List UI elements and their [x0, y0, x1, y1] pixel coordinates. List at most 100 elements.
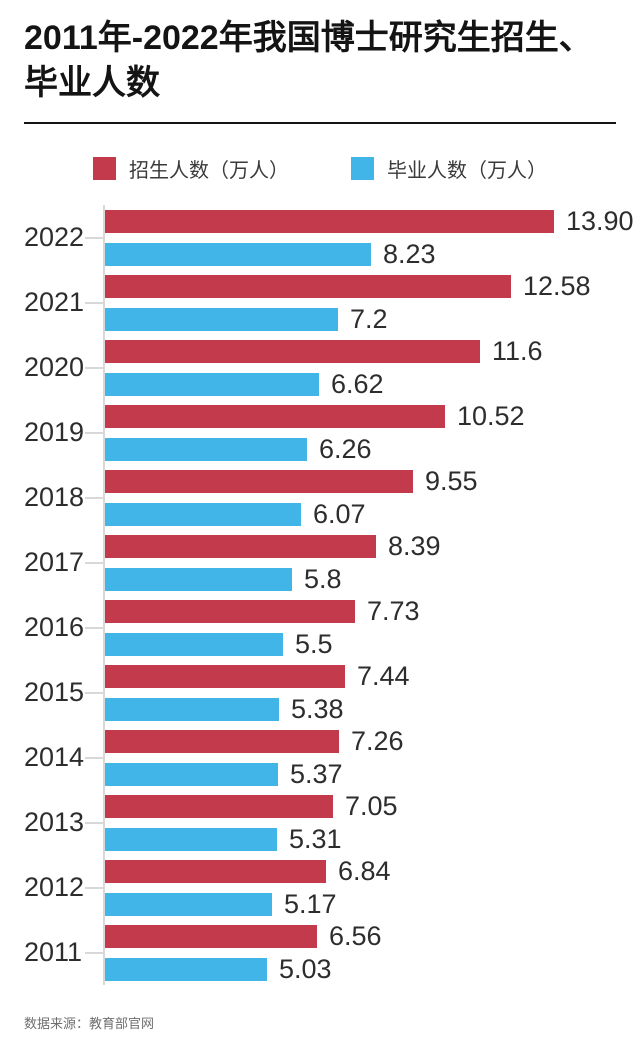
- enrollment-bar: [105, 339, 480, 363]
- enrollment-bar: [105, 664, 345, 688]
- legend-item-graduation: 毕业人数（万人）: [351, 154, 547, 183]
- year-axis-label: 2019: [24, 417, 85, 448]
- graduation-bar-line: 5.37: [105, 759, 640, 790]
- graduation-bar: [105, 307, 338, 331]
- chart-legend: 招生人数（万人） 毕业人数（万人）: [0, 154, 640, 183]
- graduation-bar-line: 5.5: [105, 629, 640, 660]
- bar-value-label: 5.38: [291, 693, 344, 724]
- bar-group: 7.44 5.38: [103, 660, 640, 726]
- title-divider: [24, 122, 616, 125]
- year-axis-label: 2017: [24, 547, 85, 578]
- chart-row-2016: 2016 7.73 5.5: [24, 595, 640, 661]
- bar-value-label: 8.39: [388, 530, 441, 561]
- chart-row-2015: 2015 7.44 5.38: [24, 660, 640, 726]
- graduation-bar-line: 5.31: [105, 824, 640, 855]
- graduation-bar: [105, 242, 371, 266]
- graduation-bar-line: 6.07: [105, 499, 640, 530]
- enrollment-bar-line: 6.56: [105, 921, 640, 952]
- bar-value-label: 5.31: [289, 823, 342, 854]
- enrollment-bar-line: 8.39: [105, 531, 640, 562]
- graduation-bar: [105, 827, 277, 851]
- graduation-color-swatch-icon: [351, 157, 374, 181]
- bar-group: 7.26 5.37: [103, 725, 640, 791]
- graduation-bar: [105, 567, 292, 591]
- bar-value-label: 12.58: [523, 270, 591, 301]
- graduation-bar: [105, 502, 301, 526]
- enrollment-bar: [105, 599, 355, 623]
- bar-value-label: 11.6: [492, 335, 543, 366]
- legend-item-enrollment: 招生人数（万人）: [93, 154, 289, 183]
- bar-group: 12.58 7.2: [103, 270, 640, 336]
- graduation-bar: [105, 372, 319, 396]
- bar-value-label: 5.03: [279, 953, 332, 984]
- bar-group: 13.90 8.23: [103, 205, 640, 271]
- axis-tick: [85, 366, 103, 369]
- bar-value-label: 10.52: [457, 400, 525, 431]
- bar-value-label: 13.90: [566, 205, 634, 236]
- bar-group: 7.05 5.31: [103, 790, 640, 856]
- enrollment-bar-line: 7.73: [105, 596, 640, 627]
- axis-tick: [85, 301, 103, 304]
- enrollment-bar: [105, 209, 554, 233]
- graduation-bar-line: 7.2: [105, 304, 640, 335]
- enrollment-bar: [105, 729, 339, 753]
- bar-group: 9.55 6.07: [103, 465, 640, 531]
- enrollment-bar-line: 7.26: [105, 726, 640, 757]
- chart-row-2020: 2020 11.6 6.62: [24, 335, 640, 401]
- bar-value-label: 7.73: [367, 595, 420, 626]
- enrollment-bar: [105, 794, 333, 818]
- axis-tick: [85, 496, 103, 499]
- bar-value-label: 6.26: [319, 433, 372, 464]
- chart-row-2022: 2022 13.90 8.23: [24, 205, 640, 271]
- enrollment-bar: [105, 469, 413, 493]
- graduation-bar: [105, 762, 278, 786]
- graduation-bar: [105, 437, 307, 461]
- graduation-bar: [105, 957, 267, 981]
- axis-tick: [85, 951, 103, 954]
- bar-value-label: 5.37: [290, 758, 343, 789]
- enrollment-bar: [105, 924, 317, 948]
- axis-tick: [85, 886, 103, 889]
- year-axis-label: 2012: [24, 872, 85, 903]
- chart-row-2018: 2018 9.55 6.07: [24, 465, 640, 531]
- legend-label-graduation: 毕业人数（万人）: [387, 160, 547, 183]
- graduation-bar: [105, 632, 283, 656]
- chart-row-2012: 2012 6.84 5.17: [24, 855, 640, 921]
- bar-value-label: 8.23: [383, 238, 436, 269]
- axis-tick: [85, 626, 103, 629]
- bar-chart: 2022 13.90 8.23 2021 12.58 7.2 2020 11.6 6.62 201…: [24, 205, 640, 986]
- legend-label-enrollment: 招生人数（万人）: [129, 160, 289, 183]
- axis-tick: [85, 431, 103, 434]
- graduation-bar-line: 6.26: [105, 434, 640, 465]
- bar-value-label: 9.55: [425, 465, 478, 496]
- axis-tick: [85, 691, 103, 694]
- enrollment-bar: [105, 859, 326, 883]
- chart-row-2021: 2021 12.58 7.2: [24, 270, 640, 336]
- year-axis-label: 2021: [24, 287, 85, 318]
- bar-group: 6.84 5.17: [103, 855, 640, 921]
- year-axis-label: 2016: [24, 612, 85, 643]
- bar-value-label: 6.07: [313, 498, 366, 529]
- year-axis-label: 2018: [24, 482, 85, 513]
- year-axis-label: 2020: [24, 352, 85, 383]
- enrollment-bar-line: 11.6: [105, 336, 640, 367]
- graduation-bar: [105, 892, 272, 916]
- year-axis-label: 2015: [24, 677, 85, 708]
- chart-row-2017: 2017 8.39 5.8: [24, 530, 640, 596]
- bar-value-label: 5.5: [295, 628, 333, 659]
- enrollment-color-swatch-icon: [93, 157, 116, 181]
- bar-group: 6.56 5.03: [103, 920, 640, 986]
- year-axis-label: 2022: [24, 222, 85, 253]
- bar-value-label: 7.44: [357, 660, 410, 691]
- bar-group: 7.73 5.5: [103, 595, 640, 661]
- graduation-bar-line: 5.38: [105, 694, 640, 725]
- enrollment-bar: [105, 534, 376, 558]
- enrollment-bar-line: 13.90: [105, 206, 640, 237]
- year-axis-label: 2011: [24, 937, 83, 968]
- enrollment-bar: [105, 404, 445, 428]
- chart-row-2019: 2019 10.52 6.26: [24, 400, 640, 466]
- bar-value-label: 6.56: [329, 920, 382, 951]
- infographic-root: 2011年-2022年我国博士研究生招生、毕业人数 招生人数（万人） 毕业人数（…: [0, 16, 640, 1063]
- chart-row-2013: 2013 7.05 5.31: [24, 790, 640, 856]
- axis-tick: [85, 756, 103, 759]
